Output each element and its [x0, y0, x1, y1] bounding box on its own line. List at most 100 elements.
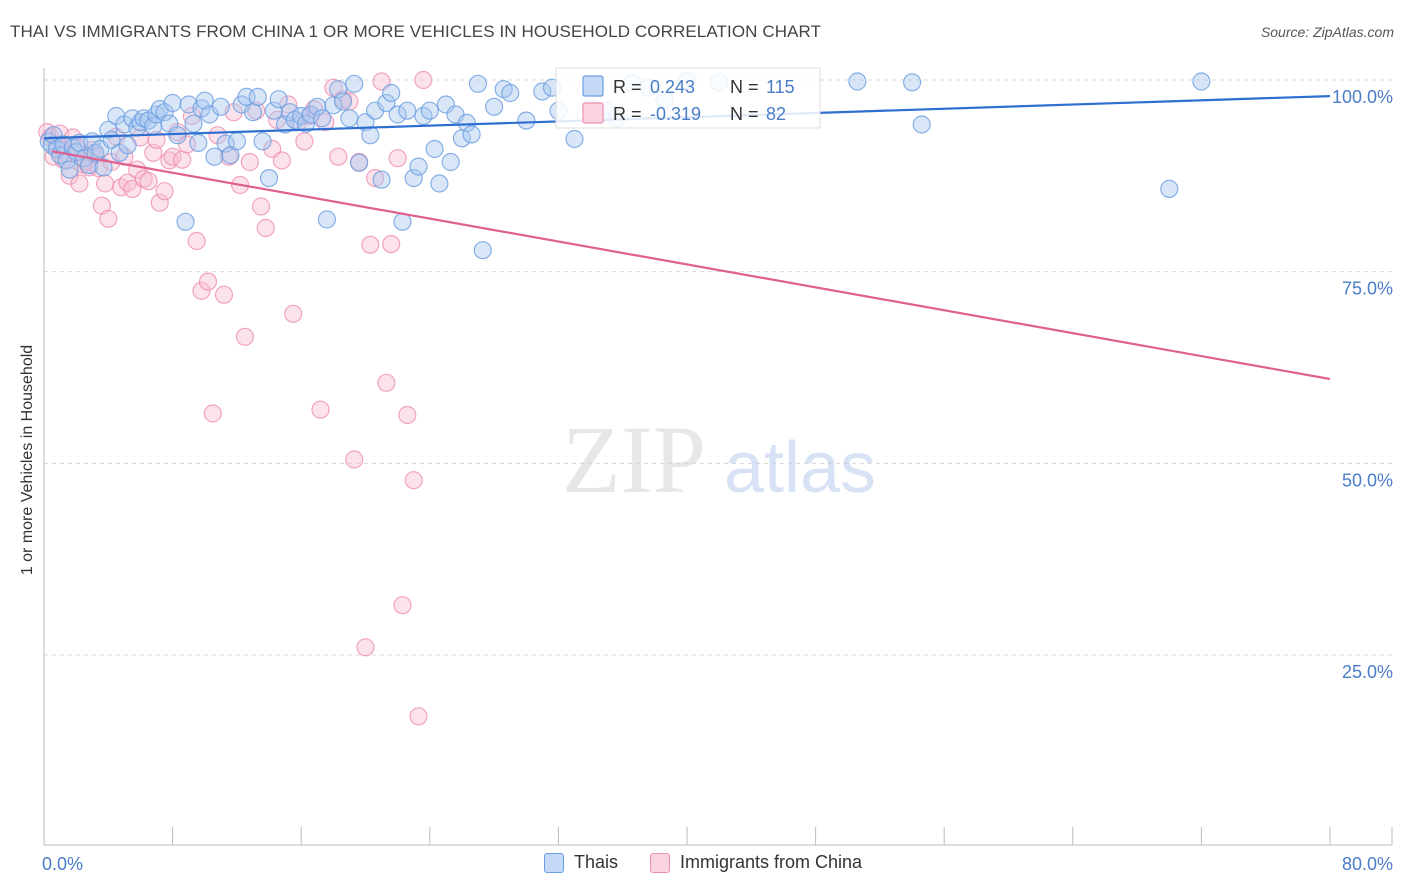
data-point [468, 74, 488, 93]
data-point [430, 174, 449, 193]
y-tick-label: 75.0% [1342, 279, 1393, 299]
data-point [308, 97, 327, 116]
data-point [272, 151, 291, 170]
data-point [182, 106, 201, 126]
data-point [118, 136, 137, 155]
watermark-zip: ZIP [562, 406, 706, 513]
data-point [139, 172, 158, 191]
data-point [240, 152, 259, 172]
data-point [99, 209, 118, 228]
data-point [501, 83, 520, 103]
data-point [216, 134, 235, 153]
data-point [269, 90, 288, 109]
data-point [243, 103, 263, 122]
legend-r-value: 0.243 [650, 77, 695, 97]
bottom-legend: Thais Immigrants from China [0, 852, 1406, 873]
data-point [565, 129, 584, 149]
data-point [173, 150, 192, 169]
data-point [382, 83, 401, 103]
data-point [1160, 179, 1179, 198]
legend-n-value: 82 [766, 104, 786, 124]
legend-item-thais[interactable]: Thais [543, 852, 618, 873]
legend-r-label: R = [613, 77, 642, 97]
data-point [60, 160, 79, 179]
data-point [533, 82, 552, 101]
watermark-atlas: atlas [724, 428, 876, 508]
data-point [150, 193, 169, 212]
data-point [195, 91, 214, 110]
data-point [350, 153, 369, 172]
data-point [388, 149, 407, 168]
data-point [198, 272, 218, 291]
data-point [398, 101, 417, 120]
data-point [92, 196, 112, 215]
data-point [377, 93, 396, 113]
data-point [311, 400, 330, 419]
data-point [409, 157, 428, 176]
data-point [168, 126, 187, 145]
y-tick-label: 50.0% [1342, 470, 1393, 490]
data-point [414, 70, 433, 90]
trend-line-immigrants-from-china [51, 150, 1331, 381]
data-point [176, 212, 195, 231]
data-point [462, 125, 481, 144]
data-point [398, 405, 417, 425]
data-point [313, 109, 332, 128]
data-point [356, 638, 375, 657]
y-tick-label: 100.0% [1332, 87, 1393, 107]
data-point [361, 126, 380, 145]
data-point [284, 304, 303, 323]
x-tick-label: 80.0% [1342, 854, 1393, 874]
data-point [251, 197, 271, 216]
data-point [329, 147, 348, 166]
data-point [366, 169, 385, 188]
data-point [187, 231, 206, 251]
legend-item-immigrants-from-china[interactable]: Immigrants from China [649, 852, 863, 873]
data-point [99, 120, 118, 139]
data-point [134, 169, 153, 188]
data-point [382, 235, 401, 254]
data-point [377, 373, 396, 392]
data-point [163, 93, 182, 113]
y-axis-label: 1 or more Vehicles in Household [19, 344, 36, 576]
data-point [192, 281, 211, 300]
data-point [361, 235, 380, 254]
data-point [473, 241, 492, 260]
data-point [203, 404, 222, 423]
legend-r-label: R = [613, 104, 642, 124]
data-point [70, 174, 89, 193]
data-point [457, 113, 476, 133]
data-point [235, 327, 254, 346]
data-point [317, 210, 336, 229]
data-point [296, 114, 316, 133]
data-point [425, 139, 444, 159]
data-point [372, 170, 391, 189]
data-point [404, 169, 423, 188]
legend-swatch-immigrants-from-china [649, 852, 670, 873]
watermark: ZIP atlas [562, 406, 876, 513]
data-point [345, 450, 364, 469]
stats-legend: R = 0.243 N = 115 R = -0.319 N = 82 [555, 67, 821, 129]
data-point [902, 73, 922, 92]
data-point [205, 147, 224, 166]
legend-swatch-thais [543, 852, 564, 873]
data-point [848, 72, 867, 91]
data-point [214, 285, 234, 304]
legend-n-label: N = [730, 104, 759, 124]
data-point [253, 132, 272, 151]
data-point [333, 92, 353, 111]
data-point [345, 74, 364, 93]
axes [43, 68, 1393, 846]
legend-n-label: N = [730, 77, 759, 97]
data-point [388, 105, 407, 124]
data-point [184, 114, 203, 133]
legend-label-immigrants-from-china: Immigrants from China [679, 852, 863, 872]
data-point [404, 471, 423, 490]
data-point [295, 132, 314, 151]
data-point [94, 158, 113, 177]
legend-box-swatch [582, 102, 604, 124]
x-tick-label: 0.0% [42, 854, 83, 874]
data-point [436, 95, 455, 114]
data-point [1192, 72, 1211, 91]
